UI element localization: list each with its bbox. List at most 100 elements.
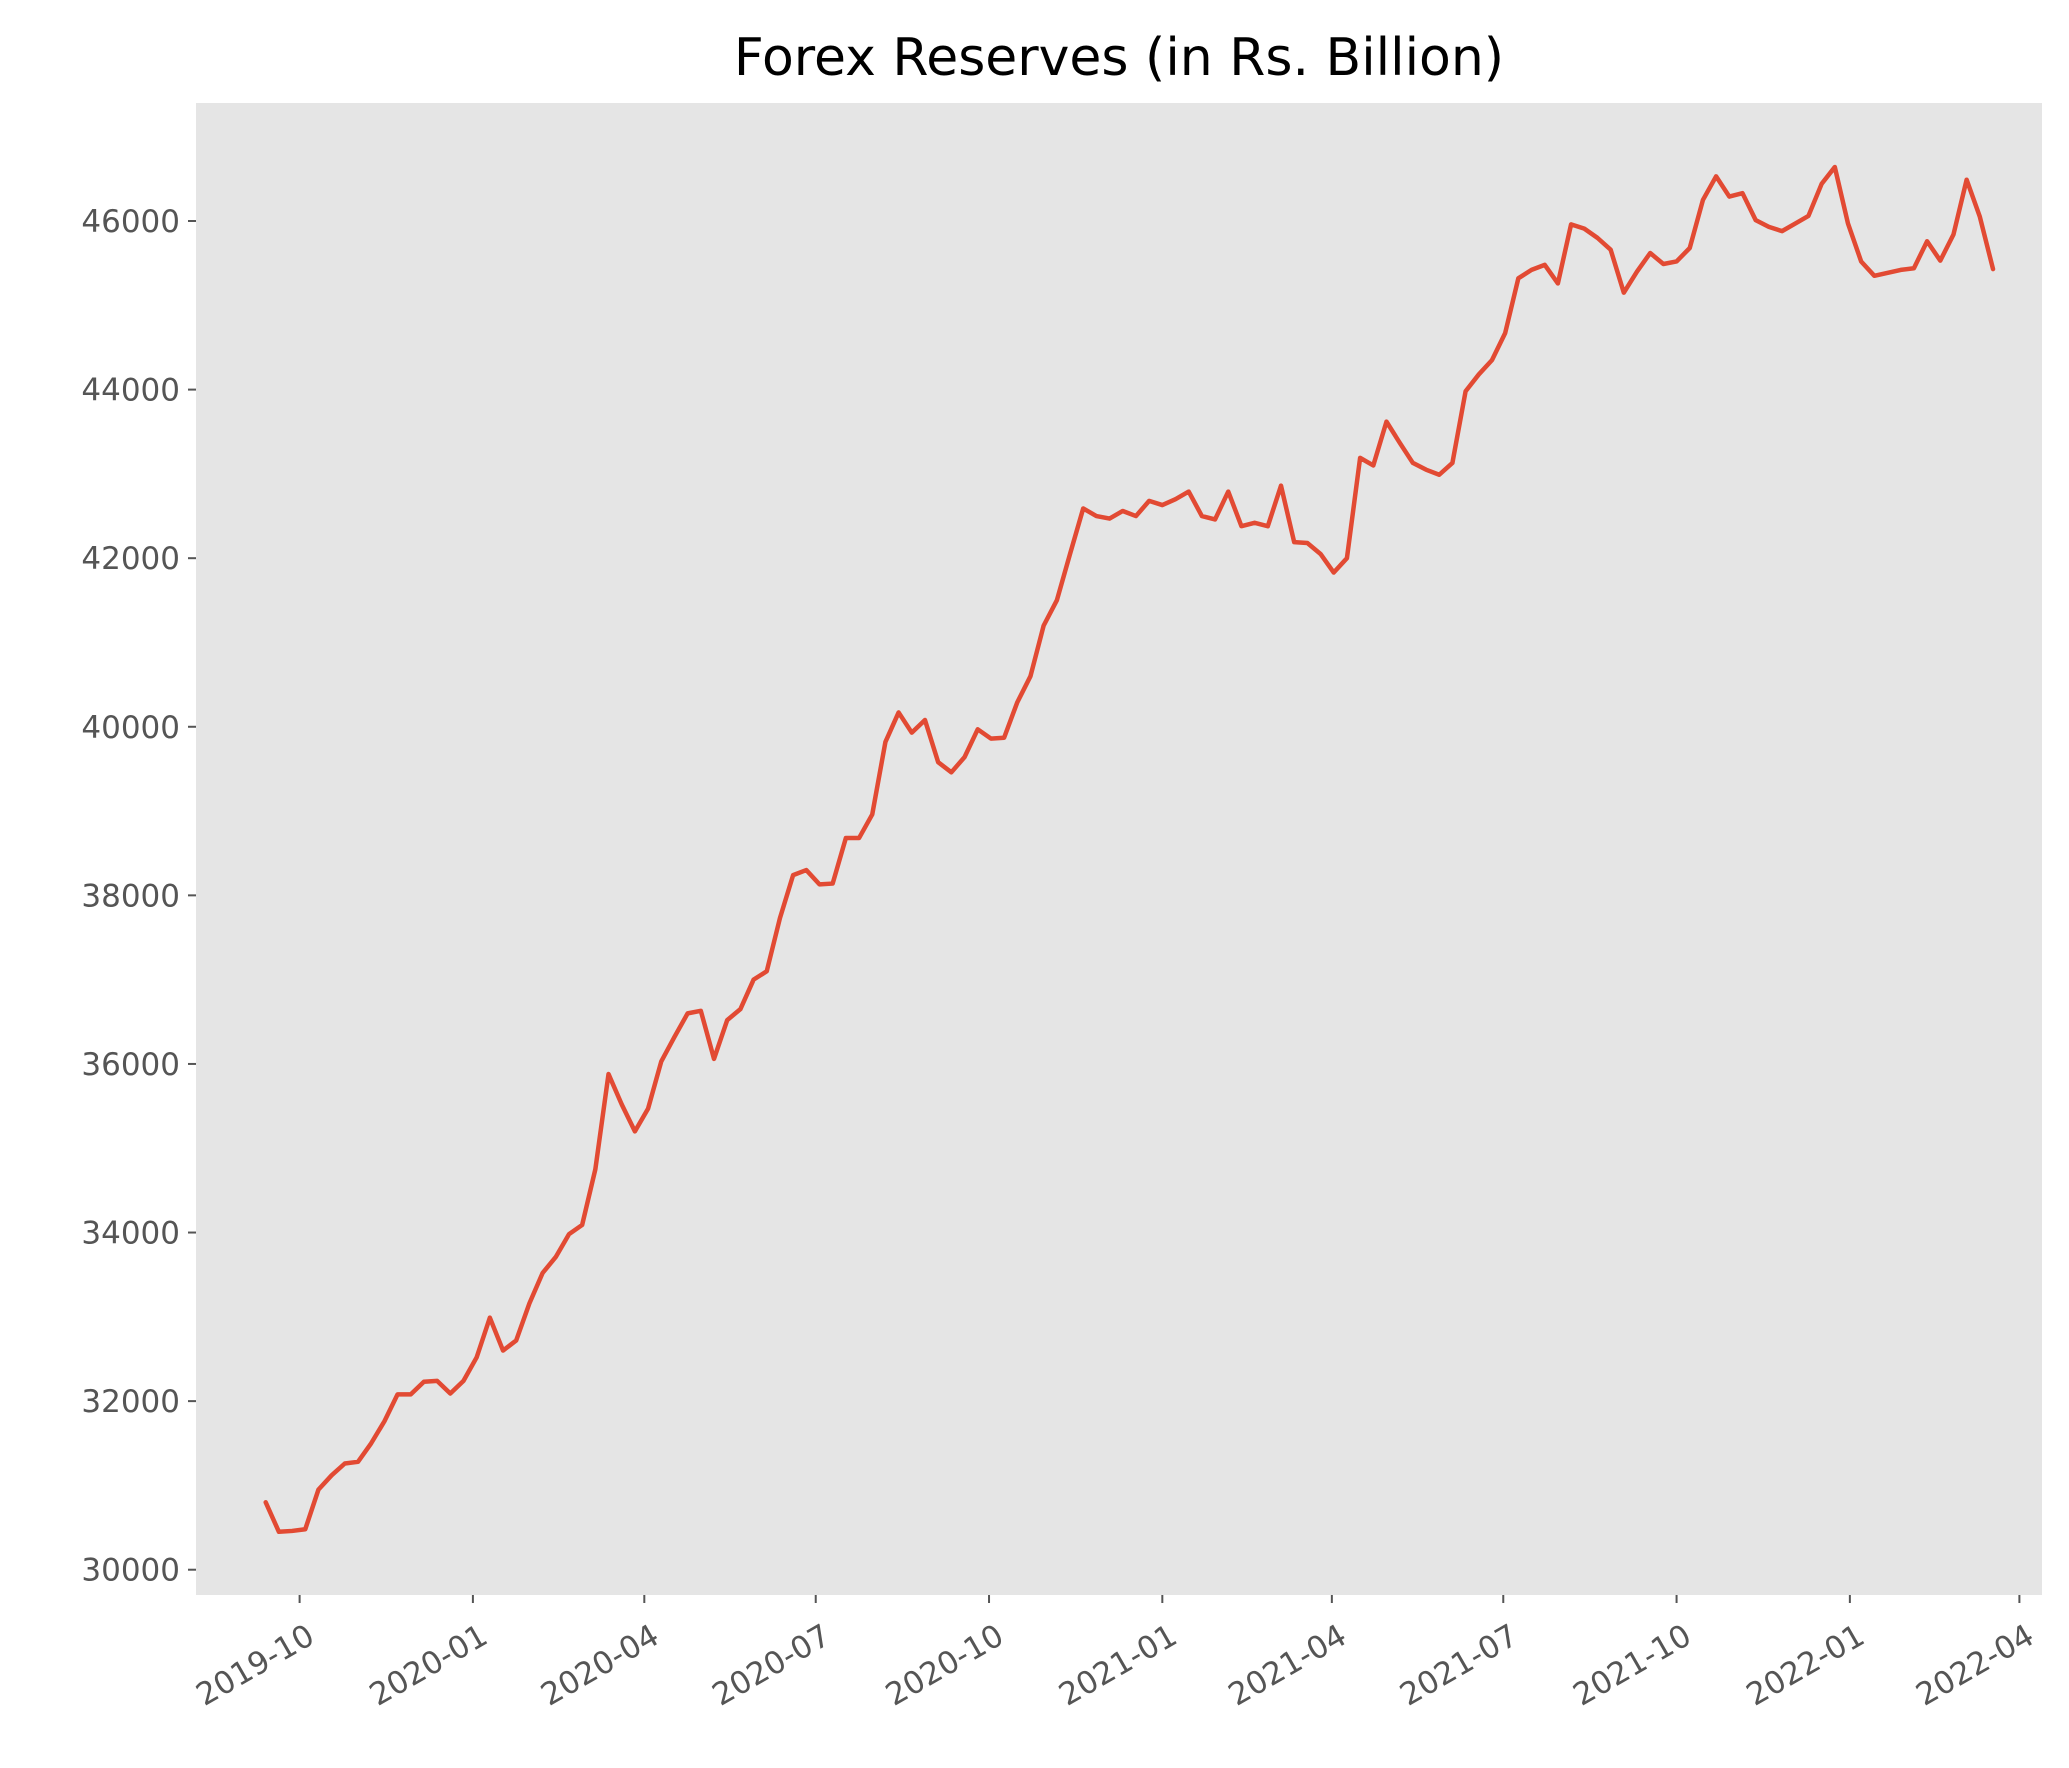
data-point (593, 1167, 597, 1171)
data-point (989, 737, 993, 741)
data-point (1121, 509, 1125, 513)
data-point (409, 1392, 413, 1396)
y-tick-label: 44000 (81, 373, 180, 409)
data-point (897, 710, 901, 714)
series-line (263, 164, 1996, 1535)
data-point (870, 812, 874, 816)
data-point (1978, 215, 1982, 219)
data-point (1635, 270, 1639, 274)
data-point (1595, 236, 1599, 240)
data-point (1622, 291, 1626, 295)
data-point (620, 1102, 624, 1106)
data-point (1081, 506, 1085, 510)
data-point (1108, 517, 1112, 521)
data-point (1846, 222, 1850, 226)
data-point (712, 1057, 716, 1061)
data-point (963, 755, 967, 759)
data-point (831, 882, 835, 886)
data-point (857, 836, 861, 840)
data-point (277, 1530, 281, 1534)
data-point (791, 873, 795, 877)
data-point (949, 770, 953, 774)
data-point (1938, 259, 1942, 263)
y-tick-label: 32000 (81, 1384, 180, 1420)
data-point (1094, 514, 1098, 518)
data-point (1675, 259, 1679, 263)
data-point (1213, 517, 1217, 521)
data-point (567, 1232, 571, 1236)
data-point (541, 1271, 545, 1275)
data-point (1226, 490, 1230, 494)
data-point (1319, 552, 1323, 556)
data-point (514, 1338, 518, 1342)
data-point (1648, 251, 1652, 255)
data-point (883, 740, 887, 744)
y-tick-label: 40000 (81, 710, 180, 746)
data-point (607, 1072, 611, 1076)
data-point (382, 1419, 386, 1423)
data-point (422, 1380, 426, 1384)
data-point (686, 1011, 690, 1015)
data-point (527, 1301, 531, 1305)
data-point (1015, 700, 1019, 704)
data-point (1253, 521, 1257, 525)
data-point (1068, 552, 1072, 556)
data-point (1859, 259, 1863, 263)
data-point (976, 727, 980, 731)
data-point (1727, 195, 1731, 199)
data-point (1806, 214, 1810, 218)
y-tick-label: 34000 (81, 1216, 180, 1252)
data-point (1872, 274, 1876, 278)
data-point (1530, 268, 1534, 272)
y-tick-label: 38000 (81, 878, 180, 914)
data-point (1292, 540, 1296, 544)
data-point (1305, 541, 1309, 545)
data-point (778, 916, 782, 920)
data-point (725, 1018, 729, 1022)
data-point (1714, 174, 1718, 178)
data-point (1688, 246, 1692, 250)
data-point (910, 731, 914, 735)
data-point (356, 1460, 360, 1464)
plot-area (196, 103, 2042, 1595)
data-point (1556, 281, 1560, 285)
data-point (1661, 262, 1665, 266)
data-point (316, 1488, 320, 1492)
data-point (1424, 468, 1428, 472)
data-point (1028, 674, 1032, 678)
y-tick-label: 42000 (81, 541, 180, 577)
data-point (1780, 229, 1784, 233)
data-point (330, 1473, 334, 1477)
data-point (1464, 389, 1468, 393)
data-point (1912, 266, 1916, 270)
data-point (1965, 178, 1969, 182)
data-point (435, 1379, 439, 1383)
data-point (1279, 484, 1283, 488)
data-point (501, 1349, 505, 1353)
data-point (1266, 524, 1270, 528)
data-point (580, 1223, 584, 1227)
data-point (461, 1379, 465, 1383)
y-tick-label: 36000 (81, 1047, 180, 1083)
data-point (1793, 222, 1797, 226)
data-point (1147, 499, 1151, 503)
data-point (752, 978, 756, 982)
data-point (1741, 191, 1745, 195)
data-point (1042, 624, 1046, 628)
data-point (1345, 556, 1349, 560)
data-point (1450, 461, 1454, 465)
data-point (1767, 225, 1771, 229)
data-point (844, 836, 848, 840)
y-axis: 30000 32000 34000 36000 38000 40000 42000 44000… (81, 204, 196, 1589)
data-point (1055, 598, 1059, 602)
data-point (1609, 248, 1613, 252)
data-point (804, 868, 808, 872)
data-point (1187, 490, 1191, 494)
data-point (738, 1007, 742, 1011)
data-point (303, 1527, 307, 1531)
data-point (1951, 233, 1955, 237)
data-point (646, 1107, 650, 1111)
data-point (1477, 372, 1481, 376)
chart-title: Forex Reserves (in Rs. Billion) (734, 28, 1504, 88)
data-point (936, 760, 940, 764)
